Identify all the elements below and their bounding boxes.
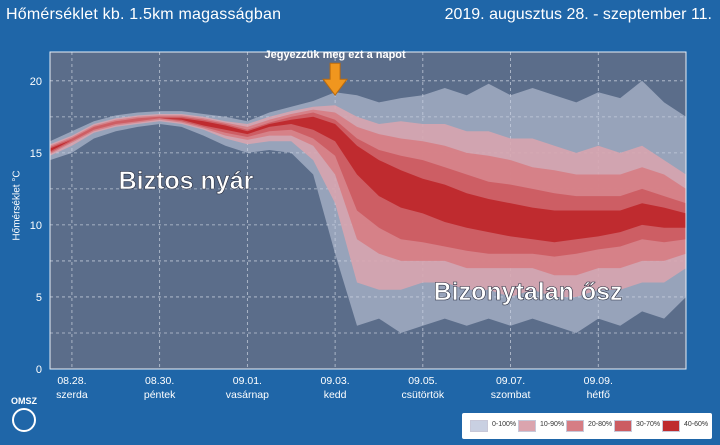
x-tick-date: 08.28. [57,375,86,387]
arrow-down-icon [322,62,349,97]
legend-label: 30-70% [636,421,661,428]
chart-title: Hőmérséklet kb. 1.5km magasságban [6,6,282,23]
annotation-label: Jegyezzük meg ezt a napot [264,49,406,61]
x-tick-date: 09.03. [321,375,350,387]
legend-swatch-30-70 [614,420,632,432]
x-tick-day: szombat [491,389,531,401]
chart-period: 2019. augusztus 28. - szeptember 11. [444,6,712,23]
legend-swatch-0-100 [470,420,488,432]
x-tick-date: 09.01. [233,375,262,387]
x-tick-day: péntek [144,389,176,401]
legend-swatch-40-60 [662,420,680,432]
y-tick-label: 5 [36,292,42,304]
chart-legend: 0-100% 10-90% 20-80% 30-70% 40-60% [462,413,712,439]
annotation-text: Biztos nyár [119,167,254,195]
legend-label: 10-90% [540,421,565,428]
omsz-logo: OMSZ [6,396,42,442]
x-tick-day: hétfő [587,389,611,401]
legend-label: 20-80% [588,421,613,428]
x-tick-day: kedd [324,389,347,401]
band-40-60% [50,116,686,243]
annotation-text: Bizonytalan ősz [434,278,623,306]
plot-frame [49,51,687,370]
x-tick-date: 09.09. [584,375,613,387]
x-tick-date: 09.05. [408,375,437,387]
x-tick-day: csütörtök [402,389,445,401]
x-tick-date: 08.30. [145,375,174,387]
logo-mark-icon [12,408,36,432]
y-tick-label: 10 [30,220,42,232]
x-tick-day: szerda [56,389,88,401]
legend-swatch-10-90 [518,420,536,432]
y-tick-label: 20 [30,76,42,88]
legend-label: 40-60% [684,421,709,428]
x-tick-date: 09.07. [496,375,525,387]
y-tick-label: 15 [30,148,42,160]
legend-label: 0-100% [492,421,517,428]
x-tick-day: vasárnap [226,389,269,401]
logo-text: OMSZ [11,396,37,406]
legend-swatch-20-80 [566,420,584,432]
y-tick-label: 0 [36,364,42,376]
